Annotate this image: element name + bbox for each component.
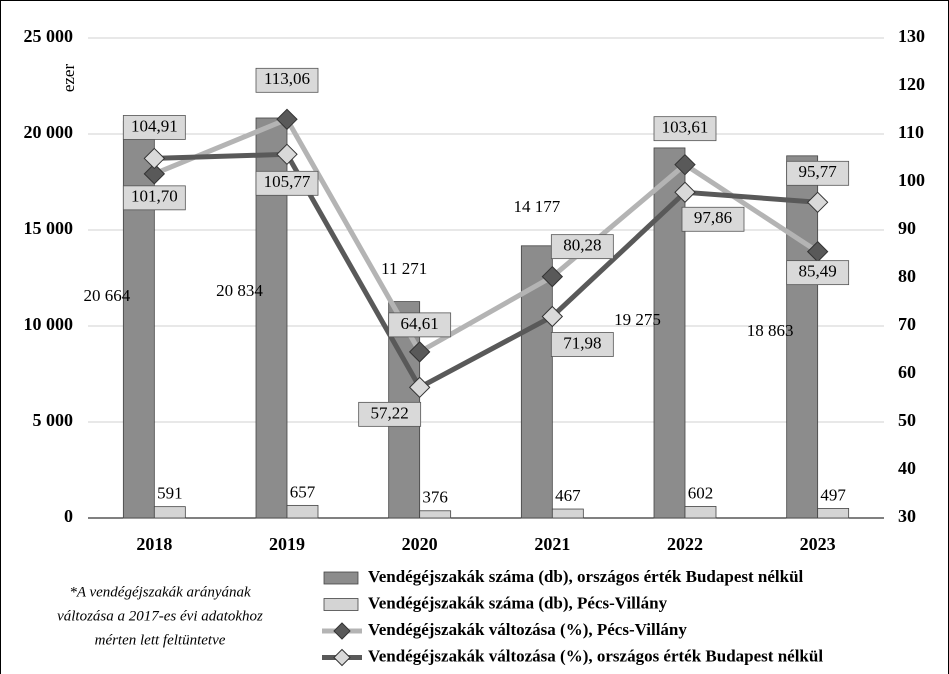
- marker: [276, 108, 298, 131]
- bar-value-label: 497: [820, 485, 846, 504]
- legend-label: Vendégéjszakák száma (db), országos érté…: [368, 567, 804, 586]
- y-tick-label: 10 000: [24, 314, 74, 334]
- marker: [143, 163, 166, 185]
- bar-value-label: 11 271: [381, 259, 427, 278]
- value-label-box: [122, 185, 186, 211]
- line-value-label: 80,28: [563, 236, 601, 255]
- legend-label: Vendégéjszakák változása (%), országos é…: [368, 646, 823, 665]
- y-unit-label: ezer: [59, 64, 78, 93]
- line-value-label: 57,22: [371, 403, 409, 422]
- bar: [419, 510, 452, 519]
- y-tick-label: 20 000: [24, 122, 74, 142]
- bar: [551, 508, 584, 519]
- bar-value-label: 20 834: [216, 281, 263, 300]
- marker: [541, 305, 564, 328]
- bar-value-label: 591: [157, 484, 183, 503]
- line-value-label: 71,98: [563, 333, 601, 352]
- line-value-label: 97,86: [694, 208, 732, 227]
- marker: [541, 265, 564, 288]
- value-label-box: [122, 115, 186, 140]
- y2-tick-label: 130: [898, 26, 925, 46]
- y-tick-label: 25 000: [24, 26, 74, 46]
- value-label-box: [358, 401, 422, 427]
- footnote: *A vendégéjszakák arányának: [69, 584, 251, 600]
- y2-tick-label: 70: [898, 314, 916, 334]
- y2-tick-label: 90: [898, 218, 916, 238]
- x-tick-label: 2023: [800, 534, 836, 554]
- bar-value-label: 376: [422, 488, 448, 507]
- legend-swatch: [323, 571, 359, 585]
- marker: [276, 143, 298, 166]
- line-value-label: 85,49: [799, 262, 837, 281]
- bar: [122, 120, 155, 519]
- marker: [806, 191, 829, 214]
- bar: [786, 155, 819, 519]
- bar-value-label: 657: [290, 482, 316, 501]
- bar-value-label: 19 275: [614, 310, 661, 329]
- value-label-box: [681, 206, 745, 232]
- y2-tick-label: 60: [898, 362, 916, 382]
- legend-swatch: [323, 598, 359, 611]
- line-value-label: 113,06: [264, 69, 310, 88]
- bar: [684, 506, 717, 519]
- bar: [817, 508, 850, 519]
- footnote: változása a 2017-es évi adatokhoz: [57, 608, 263, 624]
- marker: [143, 147, 166, 170]
- marker: [674, 153, 696, 176]
- x-tick-label: 2019: [269, 534, 305, 554]
- y2-tick-label: 40: [898, 458, 916, 478]
- legend-marker: [333, 648, 351, 667]
- line: [153, 116, 820, 356]
- footnote: mérten lett feltüntetve: [95, 632, 226, 648]
- bar-value-label: 602: [688, 483, 714, 502]
- y-tick-label: 15 000: [24, 218, 74, 238]
- bar-value-label: 18 863: [747, 321, 794, 340]
- y2-tick-label: 110: [898, 122, 924, 142]
- line-value-label: 105,77: [264, 172, 311, 191]
- value-label-box: [388, 312, 452, 338]
- legend-marker: [333, 622, 351, 640]
- y2-tick-label: 120: [898, 74, 925, 94]
- bar: [286, 504, 319, 519]
- y2-tick-label: 50: [898, 410, 916, 430]
- y2-tick-label: 100: [898, 170, 925, 190]
- value-label-box: [255, 170, 319, 196]
- line-value-label: 101,70: [131, 187, 178, 206]
- line-value-label: 64,61: [401, 314, 439, 333]
- marker: [408, 341, 431, 363]
- marker: [408, 376, 431, 399]
- value-label-box: [255, 67, 319, 93]
- line-value-label: 103,61: [662, 118, 709, 137]
- y2-tick-label: 30: [898, 506, 916, 526]
- legend-label: Vendégéjszakák száma (db), Pécs-Villány: [368, 593, 668, 612]
- value-label-box: [786, 260, 850, 286]
- line-value-label: 104,91: [131, 116, 178, 135]
- x-tick-label: 2021: [534, 534, 570, 554]
- value-label-box: [550, 332, 614, 357]
- bar-value-label: 467: [555, 486, 581, 505]
- bar-value-label: 20 664: [83, 286, 130, 305]
- line-value-label: 95,77: [799, 162, 838, 181]
- y-tick-label: 0: [64, 506, 73, 526]
- bar-value-label: 14 177: [513, 197, 560, 216]
- value-label-box: [786, 160, 850, 186]
- marker: [674, 181, 696, 203]
- value-label-box: [653, 116, 717, 142]
- y2-tick-label: 80: [898, 266, 916, 286]
- bar: [653, 147, 686, 519]
- value-label-box: [550, 234, 614, 260]
- legend-label: Vendégéjszakák változása (%), Pécs-Villá…: [368, 620, 687, 639]
- bar: [153, 506, 186, 519]
- x-tick-label: 2018: [136, 534, 172, 554]
- x-tick-label: 2022: [667, 534, 703, 554]
- line: [154, 151, 818, 391]
- x-tick-label: 2020: [402, 534, 438, 554]
- y-tick-label: 5 000: [33, 410, 74, 430]
